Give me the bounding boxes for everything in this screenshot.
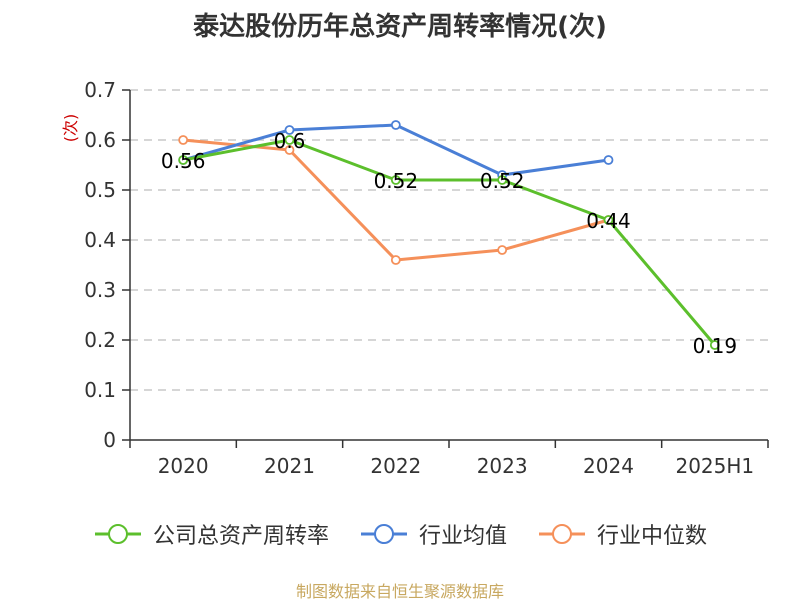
legend-item[interactable]: 行业中位数 <box>537 518 707 550</box>
data-point <box>284 145 295 155</box>
y-tick-label: 0.4 <box>84 228 116 252</box>
x-tick-label: 2021 <box>264 454 315 478</box>
grid-lines <box>130 89 768 391</box>
legend-swatch-icon <box>360 524 407 544</box>
series-lines <box>178 120 720 350</box>
series-line <box>183 138 609 262</box>
data-label: 0.52 <box>374 169 419 193</box>
y-tick-label: 0 <box>103 428 116 452</box>
legend-swatch-icon <box>94 524 141 544</box>
data-point <box>284 135 295 145</box>
data-point <box>497 245 508 255</box>
data-label: 0.6 <box>274 129 306 153</box>
y-tick-label: 0.6 <box>84 128 116 152</box>
data-label: 0.44 <box>586 209 631 233</box>
x-tick-label: 2025H1 <box>675 454 754 478</box>
data-labels: 0.56 0.6 0.52 0.52 0.44 0.19 <box>161 129 737 358</box>
y-tick-label: 0.2 <box>84 328 116 352</box>
y-axis-unit-label: (次) <box>61 114 80 143</box>
data-point <box>709 340 720 350</box>
x-tick-label: 2023 <box>477 454 528 478</box>
data-point <box>390 255 401 265</box>
legend: 公司总资产周转率 行业均值 行业中位数 <box>0 518 800 550</box>
y-tick-label: 0.1 <box>84 378 116 402</box>
source-note: 制图数据来自恒生聚源数据库 <box>295 582 504 601</box>
x-tick-label: 2022 <box>370 454 421 478</box>
x-tick-label: 2020 <box>158 454 209 478</box>
data-point <box>284 125 295 135</box>
legend-label: 行业中位数 <box>597 524 708 549</box>
chart-title: 泰达股份历年总资产周转率情况(次) <box>193 12 607 42</box>
legend-item[interactable]: 公司总资产周转率 <box>93 518 329 550</box>
data-label: 0.52 <box>480 169 525 193</box>
series-line <box>182 138 716 346</box>
data-point <box>603 215 614 225</box>
legend-item[interactable]: 行业均值 <box>359 518 507 550</box>
data-label: 0.56 <box>161 149 206 173</box>
data-point <box>390 120 401 130</box>
y-tick-label: 0.5 <box>84 178 116 202</box>
y-tick-label: 0.3 <box>84 278 116 302</box>
data-label: 0.19 <box>693 334 738 358</box>
axes: 0 0.1 0.2 0.3 0.4 0.5 0.6 0.7 2020 2021 2022 2023 20… <box>84 78 769 478</box>
data-point <box>390 175 401 185</box>
series-line <box>182 123 609 177</box>
data-point <box>178 155 189 165</box>
legend-swatch-icon <box>539 524 585 544</box>
y-tick-label: 0.7 <box>84 78 116 102</box>
legend-label: 公司总资产周转率 <box>152 524 329 549</box>
data-point <box>603 155 614 165</box>
data-point <box>178 135 189 145</box>
data-point <box>497 175 508 185</box>
legend-label: 行业均值 <box>418 524 507 549</box>
x-tick-label: 2024 <box>583 454 634 478</box>
